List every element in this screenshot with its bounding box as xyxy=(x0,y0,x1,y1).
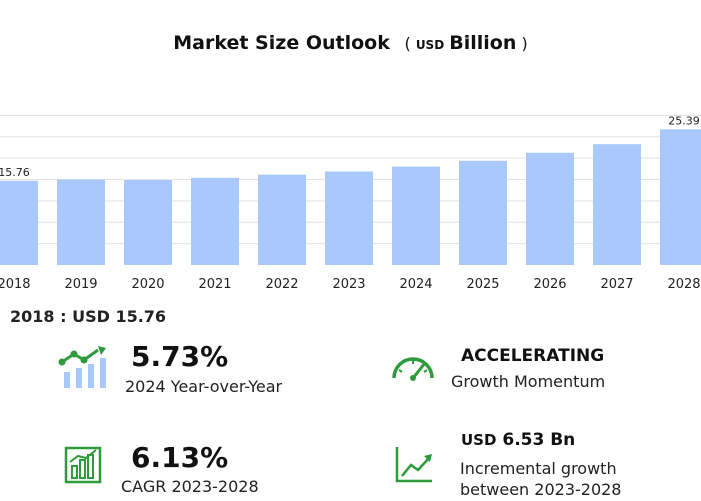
bar-2026 xyxy=(526,152,574,265)
data-label: 15.76 xyxy=(0,166,30,179)
bar-2023 xyxy=(325,171,373,265)
speedometer-icon xyxy=(392,357,434,381)
bar-2020 xyxy=(124,180,172,265)
increment-line1: Incremental growth xyxy=(460,459,617,478)
increment-line2: between 2023-2028 xyxy=(460,480,622,499)
bar-2024 xyxy=(392,166,440,265)
bar-2027 xyxy=(593,144,641,265)
yoy-value: 5.73% xyxy=(131,340,229,373)
chart-title-text: Market Size Outlook xyxy=(173,32,390,54)
base-year-label: 2018 : USD 15.76 xyxy=(10,307,167,326)
data-label: 25.39 xyxy=(668,114,700,127)
bar-2025 xyxy=(459,160,507,265)
bar-2022 xyxy=(258,174,306,265)
x-tick-label: 2022 xyxy=(265,277,298,292)
bar-chart: 2018 2019 2020 2021 2022 2023 2024 2025 2026 2027… xyxy=(0,114,701,292)
bar-2018 xyxy=(0,180,38,265)
x-tick-label: 2027 xyxy=(600,277,633,292)
chart-title: Market Size Outlook ( USD Billion ) xyxy=(0,32,701,54)
momentum-label: Growth Momentum xyxy=(451,372,606,391)
x-tick-label: 2020 xyxy=(131,277,164,292)
bar-2019 xyxy=(57,179,105,265)
bar-2028 xyxy=(660,129,701,265)
x-tick-label: 2026 xyxy=(533,277,566,292)
chart-box-icon xyxy=(64,446,102,484)
cagr-label: CAGR 2023-2028 xyxy=(121,477,259,496)
bar-growth-icon xyxy=(58,346,106,388)
unit-scale: Billion xyxy=(449,32,517,54)
yoy-label: 2024 Year-over-Year xyxy=(125,377,283,396)
x-tick-label: 2025 xyxy=(466,277,499,292)
momentum-heading: ACCELERATING xyxy=(461,346,605,366)
x-tick-label: 2019 xyxy=(64,277,97,292)
x-tick-label: 2024 xyxy=(399,277,432,292)
x-tick-label: 2018 xyxy=(0,277,31,292)
cagr-value: 6.13% xyxy=(131,441,229,474)
increment-prefix: USD xyxy=(461,431,497,449)
unit-currency: USD xyxy=(415,38,445,52)
x-tick-label: 2023 xyxy=(332,277,365,292)
chart-unit: ( USD Billion ) xyxy=(404,32,528,54)
x-tick-label: 2021 xyxy=(198,277,231,292)
x-tick-label: 2028 xyxy=(667,277,700,292)
increment-heading: USD 6.53 Bn xyxy=(461,430,575,450)
bar-2021 xyxy=(191,177,239,265)
increment-value: 6.53 Bn xyxy=(502,430,576,450)
trend-up-icon xyxy=(395,447,432,483)
